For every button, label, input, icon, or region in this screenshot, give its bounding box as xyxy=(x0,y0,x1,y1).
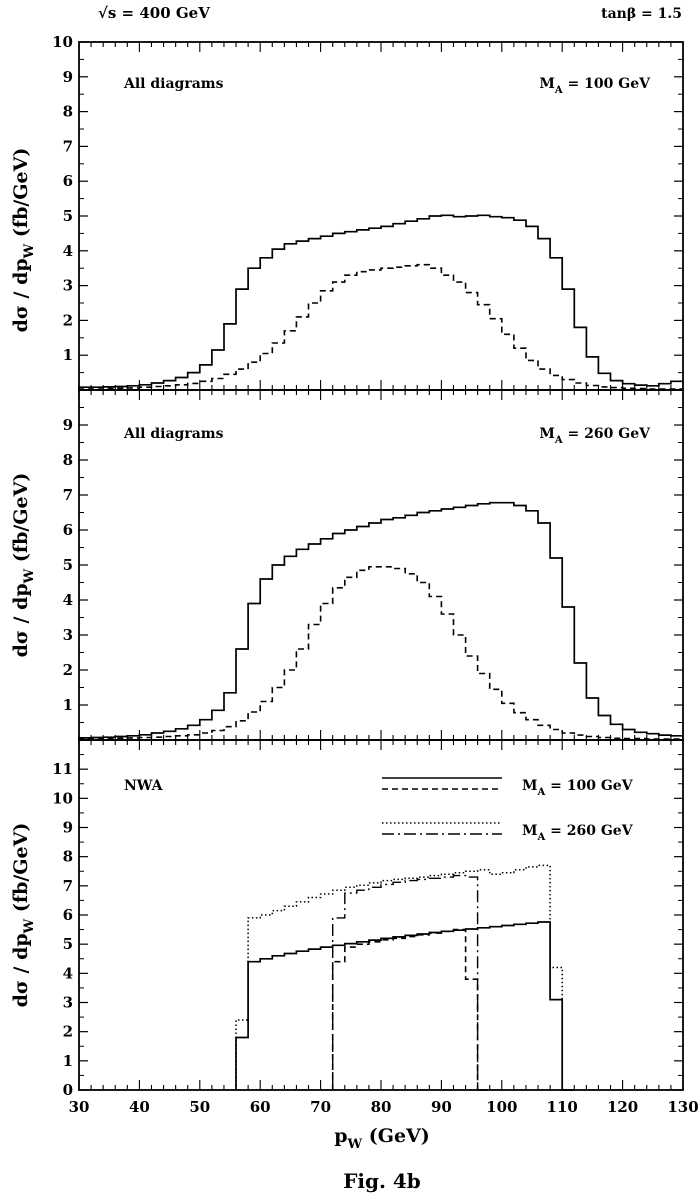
header-sqrt-s: √s = 400 GeV xyxy=(98,4,210,22)
plot-frame xyxy=(78,41,684,391)
series-solid-line xyxy=(78,501,683,740)
series-dotted-line xyxy=(235,864,575,1091)
y-tick-label: 7 xyxy=(63,137,73,155)
x-tick-label: 80 xyxy=(371,1098,392,1116)
annotation-middle-left: All diagrams xyxy=(123,426,224,442)
y-tick-label: 0 xyxy=(63,1081,73,1099)
x-tick-label: 110 xyxy=(547,1098,578,1116)
y-tick-label: 8 xyxy=(63,451,73,469)
panel-bottom: 0 1 2 3 4 5 6 7 8 9 10 11 30 40 50 60 70 80 90 100 110 120 130 xyxy=(52,739,698,1116)
series-dashed-line xyxy=(78,566,683,740)
y-tick-label: 9 xyxy=(63,819,73,837)
plot-frame xyxy=(78,389,684,741)
y-tick-label: 2 xyxy=(63,1023,73,1041)
y-tick-label: 8 xyxy=(63,103,73,121)
y-tick-label: 8 xyxy=(63,848,73,866)
y-tick-label: 1 xyxy=(63,1052,73,1070)
y-tick-label: 5 xyxy=(63,935,73,953)
ylabel-top: dσ / dpW (fb/GeV) xyxy=(10,148,37,333)
ylabel-middle: dσ / dpW (fb/GeV) xyxy=(10,473,37,658)
panel-middle: 1 2 3 4 5 6 7 8 9 xyxy=(63,389,684,741)
y-tick-label: 3 xyxy=(63,994,73,1012)
series-dashed-line xyxy=(78,263,683,390)
y-tick-label: 3 xyxy=(63,277,73,295)
series-solid-line xyxy=(235,921,575,1091)
x-tick-label: 70 xyxy=(310,1098,331,1116)
y-tick-label: 7 xyxy=(63,877,73,895)
annotation-bottom-left: NWA xyxy=(124,778,164,794)
y-tick-label: 1 xyxy=(63,696,73,714)
y-tick-label: 6 xyxy=(63,906,73,924)
figure-caption: Fig. 4b xyxy=(343,1169,421,1193)
series-dashdot-line xyxy=(332,874,490,1091)
y-tick-label: 9 xyxy=(63,68,73,86)
y-tick-label: 2 xyxy=(63,661,73,679)
x-tick-label: 60 xyxy=(250,1098,271,1116)
y-tick-label: 4 xyxy=(63,591,73,609)
y-tick-label: 5 xyxy=(63,207,73,225)
annotation-top-right: MA = 100 GeV xyxy=(539,76,651,96)
y-tick-label: 3 xyxy=(63,626,73,644)
x-tick-label: 90 xyxy=(431,1098,452,1116)
x-tick-label: 50 xyxy=(189,1098,210,1116)
xlabel: pW (GeV) xyxy=(334,1125,430,1152)
y-tick-label: 1 xyxy=(63,346,73,364)
series-solid-line xyxy=(78,214,683,390)
ylabel-bottom: dσ / dpW (fb/GeV) xyxy=(10,823,37,1008)
y-tick-label: 11 xyxy=(52,760,73,778)
legend: MA = 100 GeV MA = 260 GeV xyxy=(382,777,634,843)
y-tick-label: 9 xyxy=(63,416,73,434)
legend-label-100: MA = 100 GeV xyxy=(522,778,634,798)
y-tick-label: 6 xyxy=(63,521,73,539)
y-tick-label: 5 xyxy=(63,556,73,574)
x-tick-label: 130 xyxy=(667,1098,698,1116)
y-tick-label: 4 xyxy=(63,242,73,260)
y-tick-label: 10 xyxy=(52,789,73,807)
y-tick-label: 2 xyxy=(63,311,73,329)
legend-label-260: MA = 260 GeV xyxy=(522,823,634,843)
x-tick-label: 40 xyxy=(129,1098,150,1116)
series-dashed-line xyxy=(331,928,490,1091)
y-tick-label: 6 xyxy=(63,172,73,190)
x-tick-label: 120 xyxy=(607,1098,638,1116)
y-tick-label: 4 xyxy=(63,964,73,982)
y-tick-label: 10 xyxy=(52,33,73,51)
y-tick-label: 7 xyxy=(63,486,73,504)
header-tan-beta: tanβ = 1.5 xyxy=(601,6,682,22)
annotation-top-left: All diagrams xyxy=(123,76,224,92)
annotation-middle-right: MA = 260 GeV xyxy=(539,426,651,446)
x-tick-label: 30 xyxy=(69,1098,90,1116)
x-tick-label: 100 xyxy=(486,1098,517,1116)
